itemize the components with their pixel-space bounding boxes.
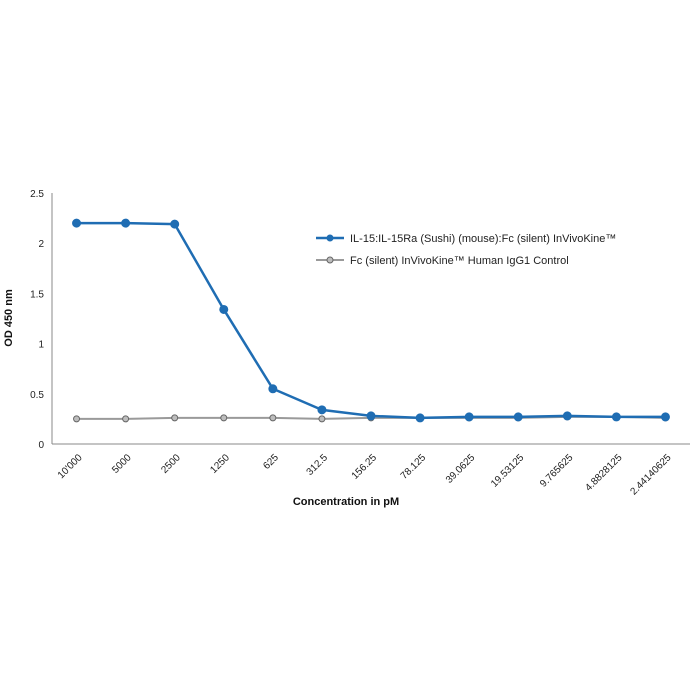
y-axis-title: OD 450 nm — [3, 289, 15, 347]
series-0 — [72, 218, 670, 423]
data-point — [219, 304, 229, 314]
y-tick-label: 0.5 — [30, 390, 44, 401]
x-axis-title: Concentration in pM — [293, 496, 399, 508]
legend-label-igg1-control: Fc (silent) InVivoKine™ Human IgG1 Contr… — [350, 255, 569, 267]
x-tick-label: 156.25 — [350, 452, 380, 482]
x-tick-label: 78.125 — [399, 452, 429, 482]
data-point — [220, 414, 228, 422]
data-point — [269, 414, 277, 422]
legend-marker-igg1-control — [326, 256, 334, 264]
y-tick-labels: 0 0.5 1 1.5 2 2.5 — [30, 189, 44, 451]
y-tick-label: 2 — [38, 239, 44, 250]
series-line — [76, 221, 666, 420]
data-point — [415, 413, 425, 423]
x-tick-label: 5000 — [110, 452, 134, 476]
x-tick-label: 1250 — [208, 452, 232, 476]
x-tick-label: 312.5 — [305, 452, 331, 478]
x-tick-labels: 10'000 5000 2500 1250 625 312.5 156.25 78.125 39… — [56, 452, 674, 497]
x-tick-label: 2500 — [159, 452, 183, 476]
data-point — [317, 405, 327, 415]
data-point — [366, 411, 376, 421]
data-point — [170, 219, 180, 229]
data-point — [121, 218, 131, 228]
data-point — [171, 414, 179, 422]
data-point — [513, 412, 523, 422]
y-tick-label: 1.5 — [30, 289, 44, 300]
chart-axes — [51, 193, 690, 445]
legend-item-igg1-control: Fc (silent) InVivoKine™ Human IgG1 Contr… — [316, 255, 569, 267]
data-point — [73, 415, 81, 423]
chart-legend: IL-15:IL-15Ra (Sushi) (mouse):Fc (silent… — [316, 233, 616, 267]
legend-marker-il15 — [326, 234, 334, 242]
x-tick-label: 19.53125 — [489, 452, 527, 490]
y-tick-label: 0 — [38, 440, 44, 451]
data-point — [72, 218, 82, 228]
x-tick-label: 4.8828125 — [583, 452, 625, 494]
data-point — [464, 412, 474, 422]
data-point — [122, 415, 130, 423]
series-layer — [72, 218, 670, 423]
y-tick-label: 2.5 — [30, 189, 44, 200]
x-tick-label: 10'000 — [56, 452, 85, 481]
x-tick-label: 2.44140625 — [628, 452, 673, 497]
data-point — [268, 384, 278, 394]
legend-item-il15: IL-15:IL-15Ra (Sushi) (mouse):Fc (silent… — [316, 233, 616, 245]
x-tick-label: 39.0625 — [444, 452, 478, 486]
data-point — [611, 412, 621, 422]
data-point — [318, 415, 326, 423]
data-point — [562, 411, 572, 421]
y-tick-label: 1 — [38, 340, 44, 351]
x-tick-label: 625 — [261, 452, 281, 472]
legend-label-il15: IL-15:IL-15Ra (Sushi) (mouse):Fc (silent… — [350, 233, 616, 245]
data-point — [660, 412, 670, 422]
x-tick-label: 9.765625 — [538, 452, 576, 490]
